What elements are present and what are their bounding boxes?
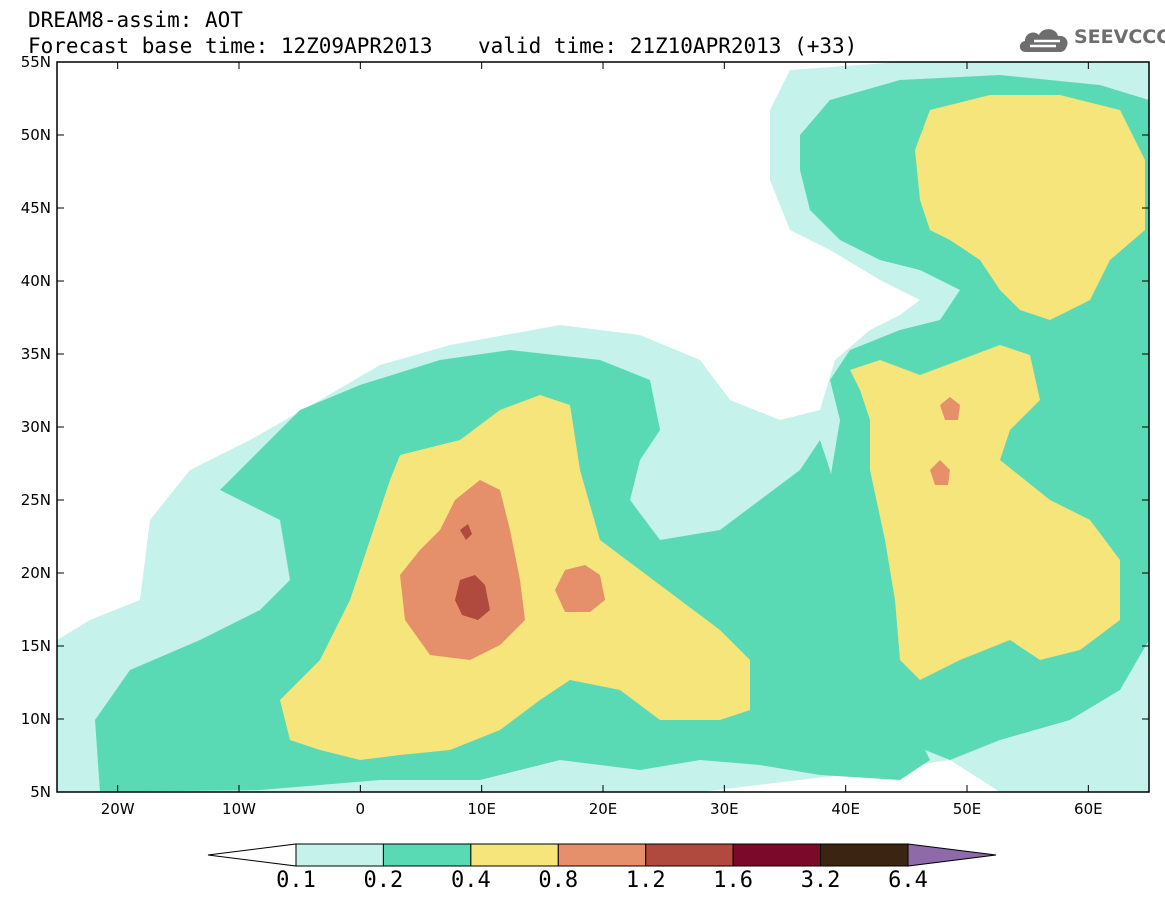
lon-label: 0 [356,800,366,818]
colorbar [207,843,997,867]
lat-label: 45N [21,199,51,217]
lat-label: 15N [21,637,51,655]
aot-level-12-area-1 [455,575,490,620]
cloud-icon [1019,29,1068,52]
colorbar-high-triangle [907,843,997,867]
map-axis-ticks [57,61,1149,793]
lon-label: 20W [101,800,135,818]
lon-label: 60E [1074,800,1103,818]
aot-level-08-area-saudi [930,460,950,485]
lon-label: 30E [710,800,739,818]
aot-level-04-area-arabia [850,345,1120,680]
colorbar-segment [820,843,909,867]
map-title: DREAM8-assim: AOT [28,8,243,32]
colorbar-segment [645,843,734,867]
colorbar-level-label: 0.1 [276,868,316,893]
colorbar-segment [732,843,822,867]
seevccc-logo: SEEVCCC [1016,22,1165,56]
lat-label: 30N [21,418,51,436]
colorbar-segment [295,843,384,867]
aot-level-08-area-west [400,480,525,660]
colorbar-level-label: 1.2 [625,868,666,893]
aot-shading [57,62,1149,792]
colorbar-level-label: 1.6 [713,868,754,893]
aot-level-08-area-central [555,565,605,612]
aot-level-04-area-caspian [915,95,1145,320]
lon-label: 20E [589,800,618,818]
aot-level-08-area-iraq [940,397,960,420]
lat-label: 20N [21,564,51,582]
lon-label: 10E [467,800,496,818]
logo-text: SEEVCCC [1074,26,1165,48]
lat-label: 55N [21,53,51,71]
lat-label: 35N [21,345,51,363]
lat-label: 25N [21,491,51,509]
forecast-base-time: Forecast base time: 12Z09APR2013 [28,34,433,58]
colorbar-segment [382,843,472,867]
colorbar-low-triangle [207,843,297,867]
colorbar-segment [470,843,559,867]
colorbar-segment [557,843,647,867]
lat-label: 5N [30,783,51,801]
colorbar-level-label: 3.2 [800,868,841,893]
latitude-labels: 55N 50N 45N 40N 35N 30N 25N 20N 15N 10N 5N [21,53,51,801]
colorbar-level-label: 0.8 [538,868,579,893]
colorbar-level-label: 0.4 [450,868,491,893]
colorbar-level-label: 6.4 [888,868,928,893]
lat-label: 40N [21,272,51,290]
lat-label: 50N [21,126,51,144]
aot-level-12-area-2 [460,524,472,540]
valid-time: valid time: 21Z10APR2013 (+33) [478,34,858,58]
lon-label: 10W [222,800,256,818]
lon-label: 40E [831,800,860,818]
lon-label: 50E [953,800,982,818]
colorbar-level-label: 0.2 [363,868,404,893]
longitude-labels: 20W 10W 0 10E 20E 30E 40E 50E 60E [101,800,1103,818]
lat-label: 10N [21,710,51,728]
